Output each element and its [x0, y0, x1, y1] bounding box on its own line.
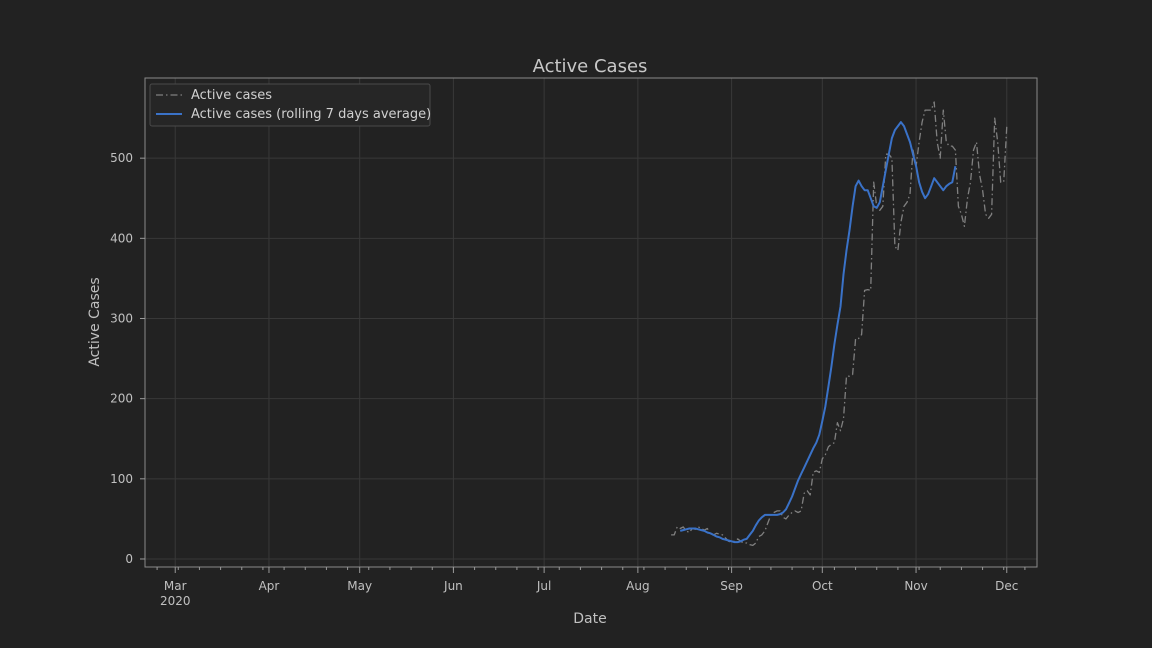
x-tick-label: Nov [904, 579, 927, 593]
x-tick-label: Oct [812, 579, 833, 593]
legend-label-active-cases: Active cases [191, 88, 272, 103]
x-tick-label: Jun [443, 579, 463, 593]
x-tick-label: Apr [259, 579, 280, 593]
plot-frame [145, 78, 1037, 567]
y-tick-label: 400 [110, 231, 133, 245]
y-tick-label: 300 [110, 311, 133, 325]
x-tick-label: Dec [995, 579, 1018, 593]
x-tick-label: May [347, 579, 372, 593]
grid-lines [145, 78, 1037, 567]
x-tick-label: Jul [536, 579, 551, 593]
x-tick-label: Aug [626, 579, 649, 593]
y-tick-label: 100 [110, 472, 133, 486]
legend-label-rolling-average: Active cases (rolling 7 days average) [191, 107, 431, 122]
x-axis-title: Date [573, 611, 606, 627]
x-tick-label: Mar [164, 579, 187, 593]
x-tick-sublabel: 2020 [160, 594, 191, 608]
y-tick-label: 0 [125, 552, 133, 566]
chart-title: Active Cases [533, 56, 648, 77]
x-tick-label: Sep [720, 579, 743, 593]
y-tick-label: 500 [110, 151, 133, 165]
legend: Active cases Active cases (rolling 7 day… [150, 84, 431, 126]
y-tick-label: 200 [110, 392, 133, 406]
y-axis-title: Active Cases [87, 277, 103, 366]
y-axis: 0 100 200 300 400 500 [110, 151, 145, 566]
